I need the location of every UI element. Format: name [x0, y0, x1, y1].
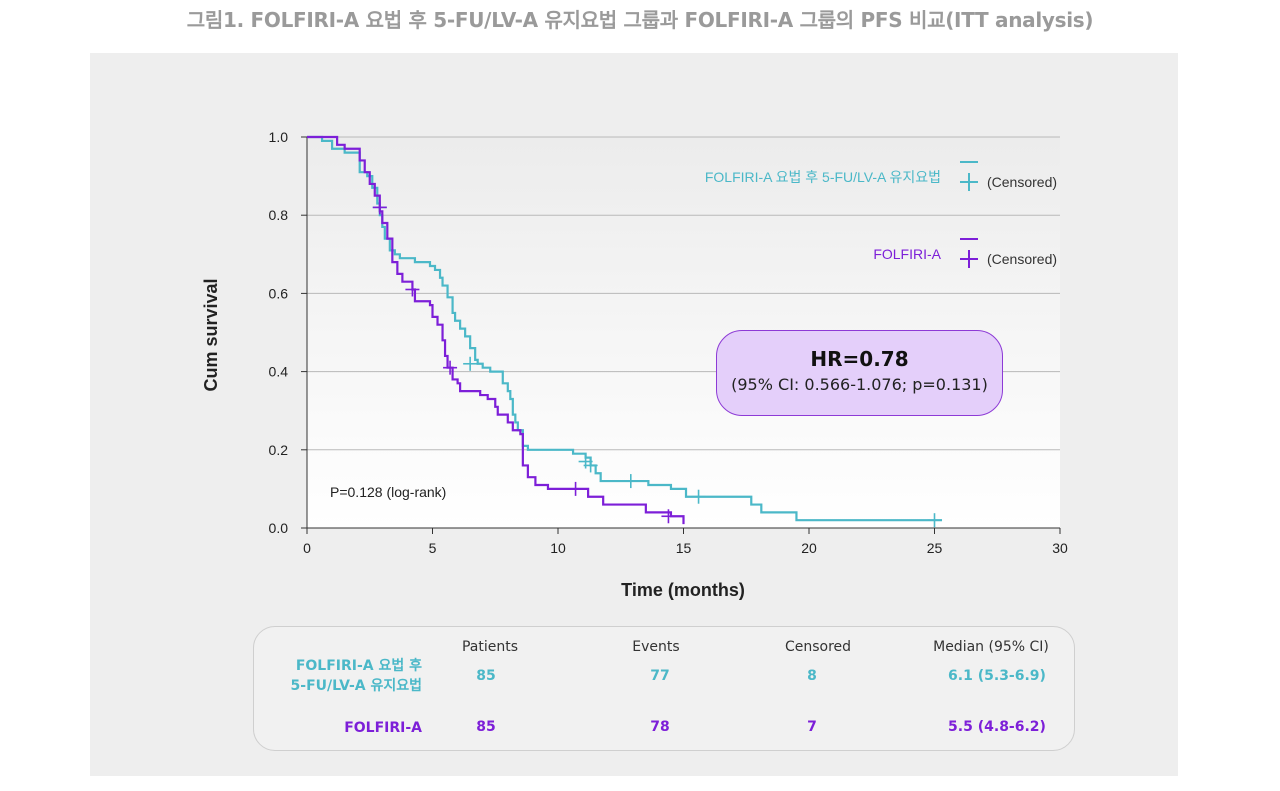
y-tick-label: 1.0 [269, 129, 289, 145]
y-tick-label: 0.8 [269, 207, 289, 223]
cell-median: 5.5 (4.8-6.2) [948, 719, 1046, 735]
x-axis-label: Time (months) [621, 580, 745, 600]
y-tick-label: 0.0 [269, 520, 289, 536]
x-tick-label: 15 [676, 540, 692, 556]
cell-events: 78 [650, 719, 670, 735]
header-censored: Censored [784, 639, 852, 655]
figure-title: 그림1. FOLFIRI-A 요법 후 5-FU/LV-A 유지요법 그룹과 F… [186, 8, 1094, 32]
row-label-maintenance: FOLFIRI-A 요법 후 5-FU/LV-A 유지요법 [290, 658, 422, 694]
legend-censored-label: (Censored) [987, 251, 1057, 267]
y-tick-label: 0.4 [269, 364, 289, 380]
x-tick-label: 10 [550, 540, 566, 556]
header-median: Median (95% CI) [933, 639, 1049, 655]
cell-patients: 85 [476, 668, 496, 684]
y-axis-label: Cum survival [201, 278, 221, 391]
logrank-annotation: P=0.128 (log-rank) [330, 484, 446, 500]
cell-patients: 85 [476, 719, 496, 735]
hazard-ratio-value: HR=0.78 [810, 347, 909, 371]
x-tick-label: 25 [927, 540, 943, 556]
header-patients: Patients [461, 639, 519, 655]
cell-events: 77 [650, 668, 670, 684]
x-tick-label: 20 [801, 540, 817, 556]
summary-table: Patients Events Censored Median (95% CI)… [253, 626, 1075, 751]
cell-censored: 8 [807, 668, 817, 684]
x-tick-label: 5 [429, 540, 437, 556]
hazard-ratio-ci: (95% CI: 0.566-1.076; p=0.131) [731, 375, 988, 394]
x-tick-label: 30 [1052, 540, 1068, 556]
legend-series-name: FOLFIRI-A [873, 246, 941, 262]
row-label-folfiri: FOLFIRI-A [344, 720, 422, 736]
header-events: Events [632, 639, 680, 655]
cell-censored: 7 [807, 719, 817, 735]
y-tick-label: 0.2 [269, 442, 289, 458]
hazard-ratio-box: HR=0.78 (95% CI: 0.566-1.076; p=0.131) [716, 330, 1003, 416]
legend-censored-label: (Censored) [987, 174, 1057, 190]
legend-series-name: FOLFIRI-A 요법 후 5-FU/LV-A 유지요법 [705, 169, 941, 185]
x-tick-label: 0 [303, 540, 311, 556]
cell-median: 6.1 (5.3-6.9) [948, 668, 1046, 684]
y-tick-label: 0.6 [269, 285, 289, 301]
